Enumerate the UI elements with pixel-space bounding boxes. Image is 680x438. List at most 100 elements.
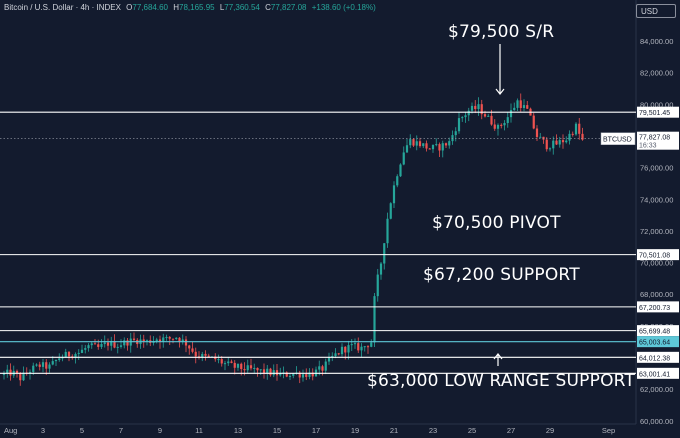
candle-body [568, 133, 571, 141]
candle-body [340, 346, 344, 355]
candle-body [220, 359, 223, 364]
candle-body [253, 367, 256, 369]
y-tick-label: 60,000.00 [640, 417, 673, 426]
candle-body [503, 122, 506, 126]
x-tick-label: 17 [312, 426, 320, 435]
currency-button[interactable]: USD [636, 4, 676, 18]
candle-body [477, 104, 480, 110]
level-label-bg [637, 325, 679, 337]
candle-body [93, 343, 97, 345]
candle-body [370, 342, 373, 347]
candle-body [389, 203, 392, 219]
candle-body [509, 110, 513, 118]
candle-body [353, 343, 357, 345]
level-label: 65,003.64 [639, 340, 670, 347]
candle-body [262, 369, 266, 374]
candle-body [64, 351, 67, 358]
candle-body [165, 336, 168, 338]
candle-body [132, 338, 136, 340]
candle-body [535, 128, 539, 137]
candle-body [19, 373, 22, 381]
candle-body [223, 363, 227, 365]
candle-body [539, 136, 542, 138]
candle-body [48, 364, 51, 369]
x-tick-label: 19 [351, 426, 359, 435]
candle-body [181, 339, 184, 343]
candle-body [513, 107, 516, 111]
candle-body [61, 357, 64, 359]
candle-body [321, 366, 324, 371]
x-tick-label: 23 [429, 426, 437, 435]
candle-body [249, 365, 253, 369]
y-tick-label: 74,000.00 [640, 195, 673, 204]
candle-body [41, 362, 45, 367]
candle-body [311, 372, 314, 377]
candle-body [74, 353, 77, 358]
candle-body [412, 139, 415, 146]
symbol-title: Bitcoin / U.S. Dollar · 4h · INDEX [4, 3, 121, 12]
candle-body [288, 375, 292, 377]
candle-body [110, 340, 113, 346]
close-label: C [265, 3, 271, 12]
candle-body [100, 344, 103, 347]
candle-body [246, 365, 249, 371]
candle-body [84, 348, 87, 350]
annotation-67200: $67,200 SUPPORT [423, 265, 580, 285]
candle-body [422, 143, 425, 147]
level-label-bg [637, 106, 679, 118]
candle-body [379, 263, 383, 275]
candle-body [116, 346, 119, 348]
candle-body [399, 164, 402, 177]
candle-body [266, 368, 269, 374]
y-tick-label: 68,000.00 [640, 290, 673, 299]
candle-body [236, 363, 240, 368]
candle-body [259, 369, 262, 371]
candle-body [113, 340, 116, 348]
candle-body [516, 100, 519, 108]
candle-body [454, 131, 457, 136]
candle-body [363, 346, 366, 348]
candle-body [292, 373, 295, 376]
candle-body [103, 342, 106, 345]
candle-body [441, 143, 444, 151]
candle-body [51, 361, 54, 365]
candle-body [256, 367, 259, 371]
candle-body [451, 135, 454, 142]
candle-body [308, 372, 311, 377]
change-value: +138.60 (+0.18%) [311, 3, 376, 12]
candle-body [561, 140, 565, 143]
candle-body [470, 105, 474, 111]
symbol-tag: BTCUSD [603, 137, 632, 144]
candle-body [145, 340, 149, 342]
candle-body [155, 339, 158, 342]
open-label: O [126, 3, 133, 12]
candle-body [77, 352, 80, 354]
candle-body [184, 339, 188, 346]
x-tick-label: 15 [273, 426, 281, 435]
high-label: H [173, 3, 179, 12]
candle-body [97, 344, 100, 347]
candle-body [344, 346, 347, 353]
candle-body [15, 370, 19, 374]
candle-body [435, 144, 438, 146]
candle-body [327, 357, 331, 362]
open-value: 77,684.60 [132, 3, 168, 12]
low-value: 77,360.54 [224, 3, 260, 12]
candle-body [565, 140, 568, 143]
candle-body [480, 104, 483, 115]
symbol-tag-bg [600, 132, 636, 145]
candle-body [402, 152, 405, 165]
candle-body [444, 143, 448, 146]
candle-body [9, 369, 12, 376]
candle-body [269, 368, 272, 376]
candle-body [448, 141, 451, 146]
candle-body [6, 369, 9, 374]
y-tick-label: 72,000.00 [640, 227, 673, 236]
candle-body [438, 144, 441, 151]
low-label: L [219, 3, 225, 12]
candle-body [350, 344, 353, 346]
x-tick-label: 13 [234, 426, 242, 435]
level-label-bg [637, 367, 679, 379]
candle-body [22, 372, 25, 381]
